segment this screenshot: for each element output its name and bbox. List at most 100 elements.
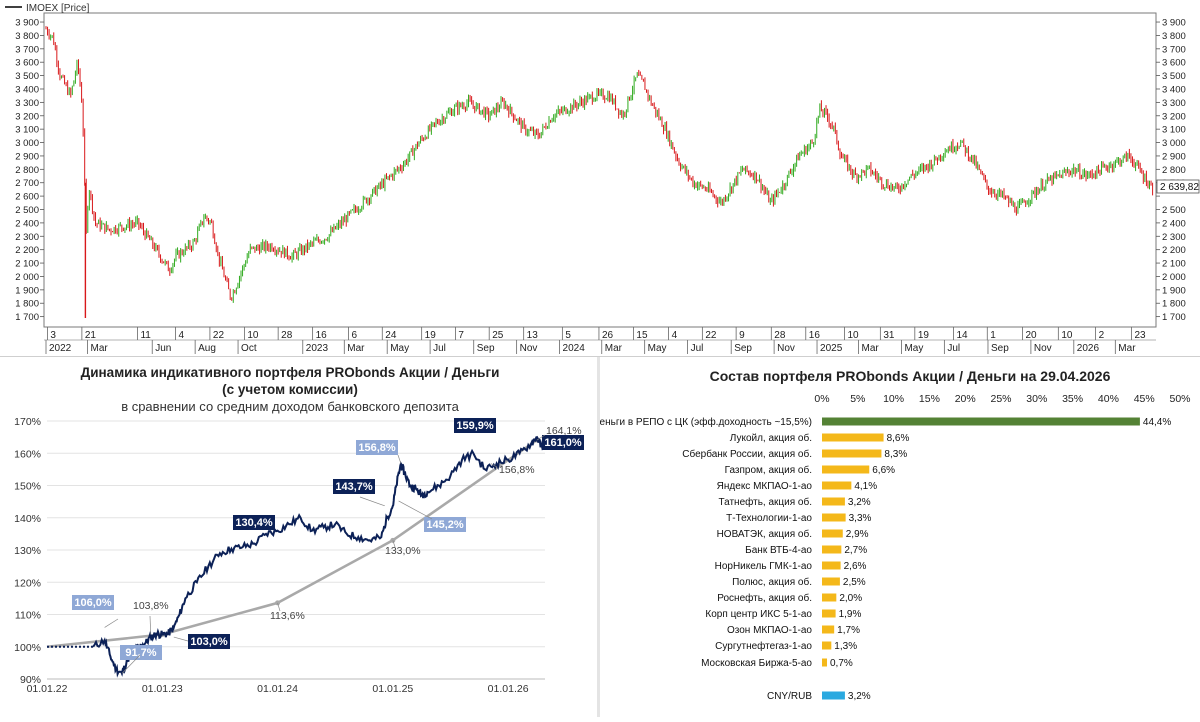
y-tick-label-left: 2 000 (15, 272, 39, 283)
bar (822, 609, 836, 618)
annotation-label: 143,7% (335, 481, 373, 493)
y-tick-label-right: 3 900 (1162, 18, 1186, 29)
y-tick-label-left: 3 800 (15, 31, 39, 42)
category-label: Яндекс МКПАО-1-ао (717, 481, 813, 492)
x-day-label: 28 (281, 330, 293, 341)
bar-value-label: 1,7% (837, 625, 860, 636)
y-tick-label-right: 2 300 (1162, 232, 1186, 243)
x-day-label: 21 (85, 330, 97, 341)
category-label: Татнефть, акция об. (718, 496, 812, 508)
x-tick-label: 25% (990, 393, 1011, 405)
y-tick-label-right: 2 000 (1162, 272, 1186, 283)
x-tick-label: 01.01.24 (257, 683, 298, 695)
annotation-leader (104, 618, 119, 628)
x-day-label: 26 (602, 330, 614, 341)
y-tick-label-right: 2 400 (1162, 218, 1186, 229)
annotation-box (72, 595, 114, 610)
x-month-label: Sep (991, 343, 1009, 354)
x-month-label: Jul (947, 343, 960, 354)
category-label: Московская Биржа-5-ао (701, 658, 812, 669)
x-day-label: 2 (1099, 330, 1105, 341)
bar-value-label: 3,2% (848, 691, 871, 702)
y-tick-label-right: 2 900 (1162, 151, 1186, 162)
portfolio-chart-subtitle2: в сравнении со средним доходом банковско… (121, 399, 459, 414)
x-day-label: 28 (774, 330, 786, 341)
x-day-label: 25 (492, 330, 504, 341)
y-tick-label-left: 3 200 (15, 111, 39, 122)
y-tick-label-left: 3 400 (15, 84, 39, 95)
x-tick-label: 40% (1098, 393, 1119, 405)
y-tick-label-left: 3 600 (15, 58, 39, 69)
annotation-label: 133,0% (385, 545, 421, 557)
annotation-label: 145,2% (426, 519, 464, 531)
bar-value-label: 2,9% (846, 529, 869, 540)
bar-value-label: 8,3% (884, 449, 907, 460)
y-tick-label-left: 2 600 (15, 192, 39, 203)
x-day-label: 15 (636, 330, 648, 341)
annotation-leader (536, 434, 546, 441)
x-day-label: 22 (705, 330, 717, 341)
annotation-box (454, 418, 496, 433)
x-month-label: 2022 (49, 343, 72, 354)
category-label: CNY/RUB (767, 691, 812, 702)
bar-value-label: 3,2% (848, 497, 871, 508)
category-label: Сбербанк России, акция об. (682, 448, 812, 460)
portfolio-chart-title: Динамика индикативного портфеля PRObonds… (81, 365, 500, 380)
category-label: НОВАТЭК, акция об. (717, 528, 812, 540)
x-month-label: May (390, 343, 409, 354)
annotation-label: 130,4% (235, 517, 273, 529)
annotation-label: 106,0% (74, 597, 112, 609)
x-tick-label: 15% (919, 393, 940, 405)
bar (822, 465, 870, 474)
y-tick-label-right: 3 000 (1162, 138, 1186, 149)
x-month-label: May (648, 343, 667, 354)
bar-value-label: 0,7% (830, 658, 853, 669)
x-day-label: 10 (1061, 330, 1073, 341)
x-month-label: Mar (91, 343, 109, 354)
annotation-label: 113,6% (270, 610, 305, 622)
y-tick-label-right: 2 200 (1162, 245, 1186, 256)
x-day-label: 24 (385, 330, 397, 341)
x-day-label: 16 (809, 330, 821, 341)
y-tick-label: 130% (14, 545, 41, 557)
x-month-label: Jul (433, 343, 446, 354)
x-day-label: 19 (425, 330, 437, 341)
portfolio-composition-panel: Состав портфеля PRObonds Акции / Деньги … (593, 357, 1200, 717)
x-day-label: 1 (990, 330, 996, 341)
y-tick-label-right: 3 200 (1162, 111, 1186, 122)
bar (822, 691, 845, 700)
y-tick-label-right: 2 100 (1162, 259, 1186, 270)
y-tick-label-right: 2 500 (1162, 205, 1186, 216)
y-tick-label: 160% (14, 448, 41, 460)
x-tick-label: 01.01.22 (27, 683, 68, 695)
bar (822, 545, 842, 554)
x-month-label: Sep (734, 343, 752, 354)
x-month-label: Mar (1118, 343, 1136, 354)
composition-chart-title: Состав портфеля PRObonds Акции / Деньги … (710, 368, 1111, 384)
annotation-label: 103,8% (133, 600, 169, 612)
x-tick-label: 30% (1026, 393, 1047, 405)
bar-value-label: 8,6% (887, 433, 910, 444)
bar (822, 497, 845, 506)
bar (822, 449, 882, 458)
annotation-box (233, 515, 275, 530)
category-label: Озон МКПАО-1-ао (727, 625, 812, 636)
bar-value-label: 6,6% (872, 465, 895, 476)
category-label: Сургутнефтегаз-1-ао (715, 640, 812, 652)
x-day-label: 4 (178, 330, 184, 341)
category-label: Банк ВТБ-4-ао (745, 545, 812, 556)
y-tick-label: 120% (14, 577, 41, 589)
x-day-label: 4 (672, 330, 678, 341)
bar-value-label: 2,0% (839, 593, 862, 604)
y-tick-label-left: 2 700 (15, 178, 39, 189)
y-tick-label-right: 1 900 (1162, 285, 1186, 296)
portfolio-line (92, 435, 544, 678)
x-month-label: Aug (198, 343, 216, 354)
y-tick-label-right: 3 800 (1162, 31, 1186, 42)
y-tick-label: 170% (14, 416, 41, 428)
y-tick-label-left: 2 300 (15, 232, 39, 243)
portfolio-dynamics-panel: Динамика индикативного портфеля PRObonds… (0, 357, 597, 717)
y-tick-label-left: 3 900 (15, 18, 39, 29)
y-tick-label-right: 2 800 (1162, 165, 1186, 176)
annotation-label: 164,1% (546, 425, 582, 437)
